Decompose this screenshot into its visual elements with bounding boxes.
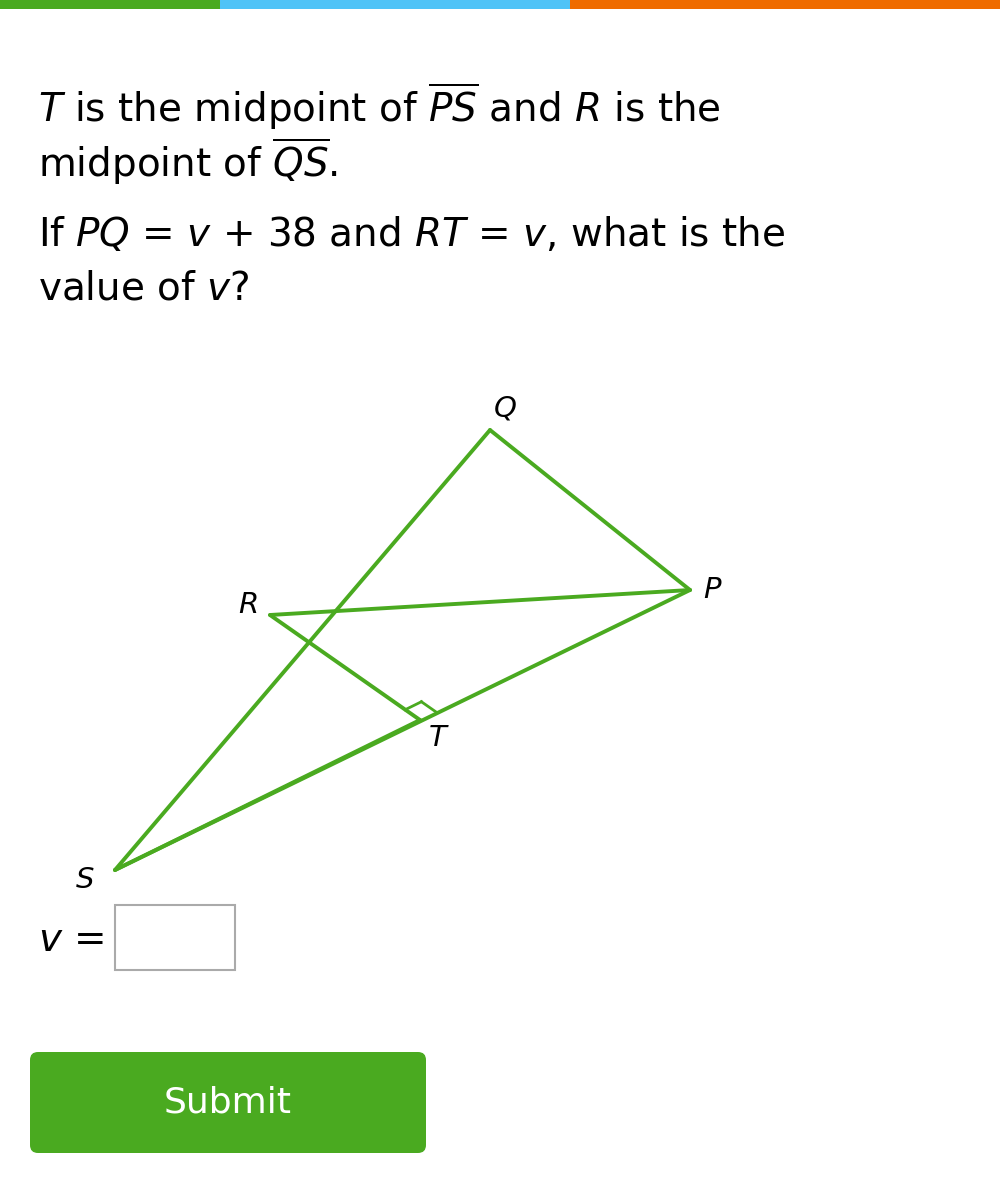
FancyBboxPatch shape [30, 1052, 426, 1153]
Text: R: R [238, 590, 258, 619]
Text: Q: Q [494, 394, 516, 422]
Text: S: S [76, 866, 94, 894]
Bar [570, 0, 1000, 8]
Bar [0, 0, 220, 8]
Text: T: T [429, 724, 447, 752]
Bar [115, 905, 235, 970]
Text: Submit: Submit [164, 1086, 292, 1120]
Text: value of $\it{v}$?: value of $\it{v}$? [38, 270, 249, 308]
Text: midpoint of $\overline{QS}$.: midpoint of $\overline{QS}$. [38, 134, 338, 187]
Text: $\it{v}$ =: $\it{v}$ = [38, 922, 104, 959]
Text: P: P [703, 576, 721, 604]
Bar [220, 0, 570, 8]
Text: $\it{T}$ is the midpoint of $\overline{PS}$ and $\it{R}$ is the: $\it{T}$ is the midpoint of $\overline{P… [38, 80, 721, 132]
Text: If $\it{PQ}$ = $\it{v}$ + 38 and $\it{RT}$ = $\it{v}$, what is the: If $\it{PQ}$ = $\it{v}$ + 38 and $\it{RT… [38, 215, 785, 254]
